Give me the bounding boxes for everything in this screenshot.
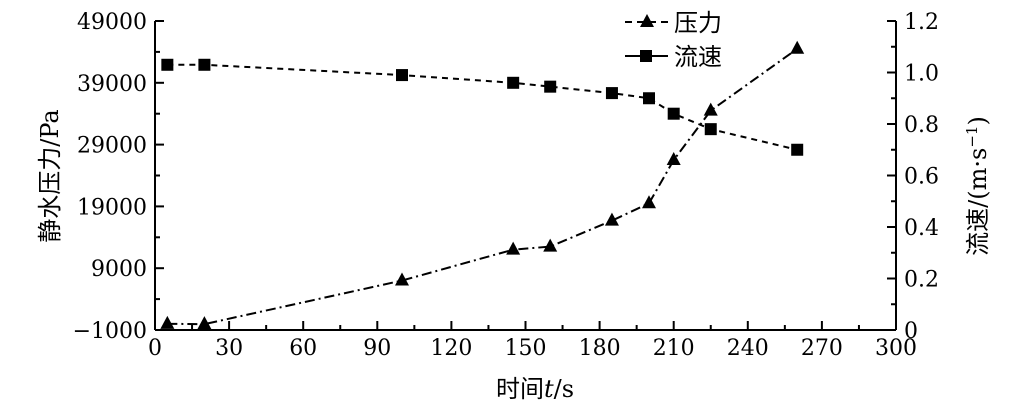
pressure-data-point	[160, 315, 175, 329]
y-left-axis-title: 静水压力/Pa	[36, 109, 64, 242]
legend: 压力 流速	[625, 9, 722, 71]
x-axis-title-prefix: 时间	[496, 375, 544, 403]
velocity-series-line	[167, 63, 798, 151]
y-left-tick-label: 29000	[77, 134, 147, 159]
x-tick-label: 210	[653, 336, 695, 361]
pressure-series-line	[167, 47, 798, 326]
y-right-tick-label: 0.4	[904, 216, 939, 241]
velocity-data-point	[667, 107, 680, 120]
x-tick-label: 60	[289, 336, 317, 361]
y-left-tick-label: −1000	[73, 319, 147, 344]
legend-velocity-label: 流速	[674, 43, 722, 71]
y-left-tick-label: 19000	[77, 195, 147, 220]
pressure-data-point	[543, 238, 558, 252]
legend-pressure-label: 压力	[674, 9, 722, 37]
y-right-tick-label: 0	[904, 319, 918, 344]
pressure-data-point	[197, 316, 212, 330]
y-right-axis-title-text: 流速/(m·s	[964, 148, 992, 256]
x-tick-label: 0	[148, 336, 162, 361]
y-right-tick-label: 0.2	[904, 268, 939, 293]
y-right-tick-label: 0.8	[904, 113, 939, 138]
pressure-data-point	[666, 152, 681, 166]
y-right-tick-label: 1.2	[904, 10, 939, 35]
velocity-data-point	[544, 80, 557, 93]
y-right-tick-label: 0.6	[904, 165, 939, 190]
velocity-data-point	[791, 143, 804, 156]
pressure-data-point	[790, 40, 805, 54]
velocity-data-point	[507, 76, 520, 89]
y-left-tick-label: 9000	[91, 257, 147, 282]
velocity-data-point	[643, 92, 655, 105]
velocity-data-point	[161, 58, 174, 71]
y-right-axis-title: 流速/(m·s−1)	[963, 116, 992, 256]
x-tick-label: 300	[875, 336, 917, 361]
x-tick-label: 30	[215, 336, 243, 361]
x-tick-label: 270	[801, 336, 843, 361]
y-right-axis-title-sup: −1	[963, 126, 981, 148]
legend-triangle-marker	[640, 14, 654, 27]
pressure-data-point	[506, 241, 521, 255]
x-tick-label: 180	[579, 336, 621, 361]
chart-axes	[154, 21, 897, 331]
legend-square-marker	[640, 50, 652, 62]
x-tick-label: 90	[363, 336, 391, 361]
x-axis-title-unit: /s	[554, 375, 574, 403]
y-right-axis-title-close: )	[964, 116, 992, 125]
x-tick-label: 240	[727, 336, 769, 361]
y-right-tick-label: 1.0	[904, 62, 939, 87]
pressure-data-point	[604, 212, 619, 226]
x-axis-title: 时间t/s	[496, 375, 574, 403]
pressure-data-point	[703, 102, 718, 116]
y-left-tick-label: 39000	[77, 72, 147, 97]
velocity-data-point	[396, 69, 408, 82]
x-tick-label: 150	[505, 336, 547, 361]
pressure-data-point	[395, 272, 409, 286]
x-axis-title-var: t	[544, 375, 554, 403]
chart-ticks: 0 30 60 90 120 150 180 210 240 270 300 −1000 9000 190…	[73, 10, 939, 361]
velocity-data-point	[198, 58, 211, 71]
chart-series	[160, 40, 805, 330]
y-left-tick-label: 49000	[77, 10, 147, 35]
velocity-data-point	[605, 87, 618, 100]
velocity-data-point	[704, 123, 717, 136]
x-tick-label: 120	[430, 336, 472, 361]
pressure-data-point	[642, 195, 656, 209]
